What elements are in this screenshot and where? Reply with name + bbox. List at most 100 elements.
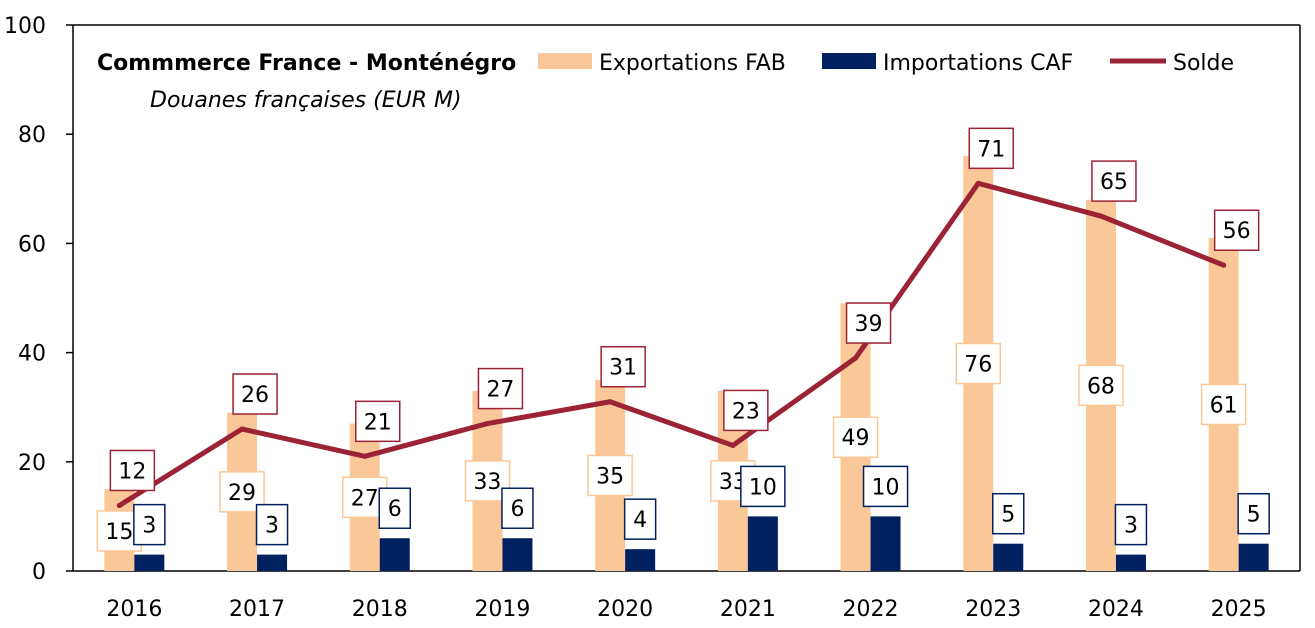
label-exportations-box [832, 416, 879, 458]
bar-importations [625, 549, 656, 571]
label-importations-group: 10 [862, 465, 909, 508]
bar-importations [134, 554, 165, 571]
label-exportations-box [955, 342, 1001, 385]
label-solde: 23 [732, 399, 760, 424]
label-solde: 21 [364, 410, 392, 435]
label-exportations-group: 68 [1078, 364, 1124, 407]
label-importations-box [623, 498, 657, 540]
legend-label-importations: Importations CAF [883, 51, 1073, 76]
label-importations-group: 3 [1114, 503, 1148, 546]
label-importations-box [1237, 492, 1270, 535]
bar-importations [1115, 554, 1146, 571]
label-importations-box [255, 503, 289, 546]
y-tick-label: 40 [18, 342, 46, 367]
label-importations-group: 4 [623, 498, 657, 540]
label-exportations: 15 [105, 520, 133, 545]
point-solde [116, 502, 122, 508]
label-solde: 56 [1223, 219, 1251, 244]
x-tick-label: 2022 [843, 597, 899, 622]
x-tick-label: 2017 [229, 597, 285, 622]
label-importations-box [501, 487, 534, 529]
point-solde [362, 453, 368, 459]
bar-importations [747, 516, 778, 571]
point-solde [484, 421, 490, 427]
chart-subtitle: Douanes françaises (EUR M) [150, 88, 462, 113]
label-importations-group: 6 [378, 487, 411, 529]
label-solde: 65 [1100, 170, 1128, 195]
label-solde-group: 27 [477, 367, 524, 410]
label-solde: 71 [977, 137, 1005, 162]
label-solde-group: 12 [109, 449, 156, 492]
label-solde-group: 56 [1213, 209, 1260, 251]
label-solde: 39 [855, 312, 883, 337]
label-exportations: 49 [842, 426, 870, 451]
axes: 0 20 40 60 80 100 2016 2017 2018 2019 2020 2021 2022… [4, 14, 1301, 622]
label-solde-group: 71 [968, 127, 1014, 170]
point-solde [1221, 262, 1227, 268]
label-solde-box [355, 400, 401, 443]
label-solde-box [232, 373, 278, 415]
label-solde: 31 [609, 356, 637, 381]
x-tick-label: 2018 [352, 597, 408, 622]
label-solde-box [600, 345, 646, 388]
legend-swatch-exportations [538, 53, 592, 69]
legend-label-exportations: Exportations FAB [599, 51, 786, 76]
label-solde-group: 65 [1091, 160, 1137, 202]
chart-title: Commmerce France - Monténégro [97, 51, 516, 76]
label-exportations: 27 [351, 486, 379, 511]
legend-label-solde: Solde [1173, 51, 1234, 76]
x-tick-label: 2016 [106, 597, 162, 622]
x-tick-label: 2021 [720, 597, 776, 622]
label-importations-group: 10 [740, 465, 786, 508]
label-solde-box [845, 302, 892, 344]
label-importations-group: 3 [133, 503, 166, 546]
label-importations: 10 [872, 475, 900, 500]
label-solde-box [1213, 209, 1260, 251]
label-importations: 5 [1247, 503, 1261, 528]
label-importations: 6 [510, 497, 524, 522]
label-solde: 27 [486, 378, 514, 403]
label-importations-group: 5 [992, 492, 1025, 535]
label-solde-box [109, 449, 156, 492]
label-exportations-group: 61 [1200, 383, 1247, 426]
label-solde-box [1091, 160, 1137, 202]
label-importations-box [1114, 503, 1148, 546]
label-solde: 26 [241, 383, 269, 408]
point-solde [975, 180, 981, 186]
label-solde-group: 26 [232, 373, 278, 415]
bar-importations [502, 538, 533, 571]
label-exportations-box [1078, 364, 1124, 407]
label-solde: 12 [118, 459, 146, 484]
label-importations: 3 [1124, 514, 1138, 539]
chart-header: Commmerce France - Monténégro Douanes fr… [97, 51, 1234, 113]
label-importations-box [992, 492, 1025, 535]
label-exportations-box [1200, 383, 1247, 426]
label-exportations: 29 [228, 481, 256, 506]
x-tick-label: 2024 [1088, 597, 1144, 622]
line-layer [116, 180, 1227, 508]
label-importations-box [133, 503, 166, 546]
point-solde [853, 355, 859, 361]
label-importations-box [378, 487, 411, 529]
label-solde-box [477, 367, 524, 410]
label-exportations: 68 [1087, 374, 1115, 399]
label-exportations-group: 35 [587, 454, 633, 497]
x-tick-label: 2025 [1211, 597, 1267, 622]
x-tick-label: 2020 [597, 597, 653, 622]
label-solde-group: 21 [355, 400, 401, 443]
label-importations: 5 [1001, 503, 1015, 528]
label-solde-box [723, 389, 769, 432]
bar-importations [1238, 543, 1269, 571]
label-solde-group: 23 [723, 389, 769, 432]
point-solde [1098, 213, 1104, 219]
legend-swatch-importations [822, 53, 876, 69]
bar-importations [257, 554, 288, 571]
y-tick-label: 100 [4, 14, 46, 39]
point-solde [607, 399, 613, 405]
label-importations: 4 [633, 508, 647, 533]
label-importations: 3 [265, 514, 279, 539]
bar-importations [379, 538, 410, 571]
point-solde [730, 442, 736, 448]
